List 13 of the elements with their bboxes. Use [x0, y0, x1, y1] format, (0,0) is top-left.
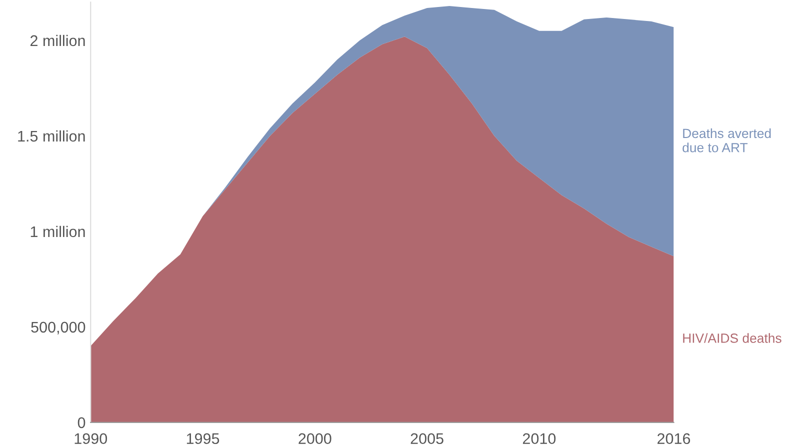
x-tick-label: 2010 [522, 433, 556, 444]
y-tick-label: 2 million [30, 34, 85, 46]
x-tick-label: 1990 [74, 433, 108, 444]
x-tick-label: 2005 [410, 433, 444, 444]
y-tick-label: 500,000 [31, 322, 86, 334]
x-tick-label: 2016 [658, 433, 690, 444]
series-label: Deaths averted due to ART [682, 128, 771, 152]
x-tick-label: 1995 [186, 433, 220, 444]
y-tick-label: 0 [78, 417, 86, 428]
y-tick-label: 1 million [30, 226, 85, 238]
x-tick-label: 2000 [298, 433, 332, 444]
series-label: HIV/AIDS deaths [683, 333, 782, 343]
y-tick-label: 1.5 million [18, 130, 85, 142]
